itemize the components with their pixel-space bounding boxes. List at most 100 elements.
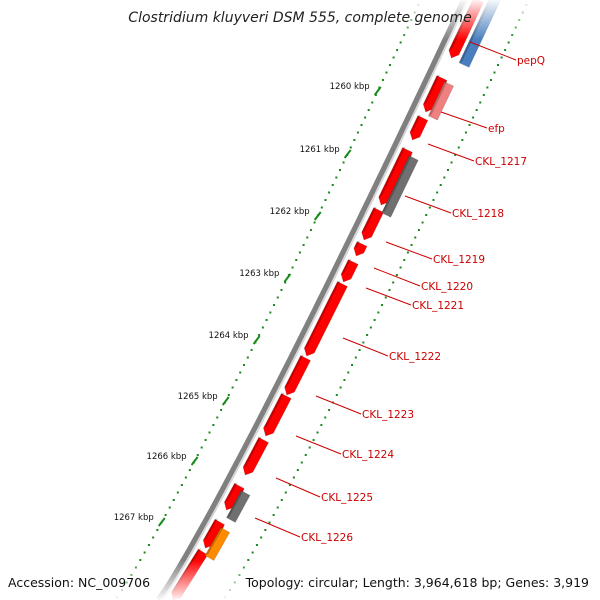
outer-tick-dot [338,169,341,171]
inner-tick-dot [268,521,271,524]
outer-tick-dot [364,116,367,119]
outer-tick-dot [200,446,203,449]
inner-tick-dot [425,214,428,216]
kbp-tick [252,335,261,345]
inner-tick-dot [304,454,307,456]
outer-tick-dot [324,199,327,201]
inner-tick-dot [276,506,279,509]
gene-ckl-1225-shade [243,436,262,468]
gene-label-leader [315,395,362,415]
outer-tick-dot [385,71,388,74]
kbp-tick [221,396,230,406]
gene-ckl-1225 [242,436,270,476]
outer-tick-dot [342,161,345,164]
outer-tick-dot [227,394,230,396]
outer-tick-dot [269,311,272,314]
outer-tick-dot [371,101,374,104]
gene-ckl-1220-shade [341,258,352,275]
outer-tick-dot [331,184,334,186]
inner-tick-dot [388,289,391,291]
inner-tick-dot [482,94,485,96]
outer-tick-dot [328,191,331,194]
kbp-tick [190,456,199,466]
gene-label-leader [373,267,421,287]
inner-tick-dot [479,101,482,104]
outer-tick-dot [356,131,359,134]
inner-tick-dot [280,499,283,501]
backbone-outer [156,0,469,600]
outer-tick-dot [302,244,305,246]
kbp-tick [157,517,166,527]
backbone-layer [156,0,469,600]
inner-tick-dot [354,356,357,359]
inner-tick-dot [500,56,503,59]
gene-label-leader [385,241,433,260]
outer-tick-dot [156,529,159,531]
bottom-fade [0,560,600,600]
kbp-label: 1267 kbp [114,513,154,523]
inner-tick-dot [489,79,492,81]
gene-ckl-1217 [378,147,414,206]
gene-ckl-1217-a [409,115,429,141]
inner-tick-dot [414,236,417,239]
gene-label-leader [275,477,321,498]
inner-tick-dot [366,334,369,336]
outer-tick-dot [399,41,402,44]
outer-tick-dot [306,236,309,239]
inner-tick-dot [384,296,387,299]
outer-tick-dot [176,491,179,494]
outer-tick-dot [381,79,384,81]
inner-tick-dot [403,259,406,261]
outer-tick-dot [367,109,370,111]
inner-tick-dot [308,446,311,449]
outer-tick-dot [291,266,294,269]
inner-tick-dot [347,371,350,374]
outer-tick-dot [231,386,234,389]
outer-tick-dot [280,289,283,291]
outer-tick-dot [335,176,338,179]
inner-tick-dot [439,184,442,186]
outer-tick-dot [313,221,316,224]
outer-tick-dot [180,484,183,486]
kbp-label: 1262 kbp [270,207,310,217]
gene-ckl-1218-shade [361,206,377,233]
outer-tick-dot [235,379,238,381]
gene-pseudo-feature-shade [428,80,448,116]
gene-ckl-1222-shade [304,280,341,349]
gene-label: CKL_1224 [342,449,394,461]
outer-tick-dot [276,296,279,299]
inner-tick-dot [316,431,319,434]
outer-tick-dot [216,416,219,419]
gene-ckl-1227 [202,518,226,549]
gene-label: efp [488,123,505,135]
outer-tick-dot [349,146,352,149]
gene-orange-feature [204,526,231,562]
outer-tick-dot [188,469,191,471]
gene-labels-layer: pepQ efp CKL_1217 CKL_1218 CKL_1219 CKL_1220 C… [254,41,545,544]
inner-tick-dot [468,124,471,126]
inner-tick-dot [421,221,424,224]
inner-tick-dot [358,349,361,351]
kbp-label: 1265 kbp [178,392,218,402]
kbp-tick [283,273,292,283]
outer-tick-dot [220,409,223,411]
gene-ckl-1218 [361,207,385,241]
gene-ckl-1217-shade [378,146,406,198]
gene-orange-feature-shade [205,526,224,556]
top-fade [0,0,600,40]
inner-tick-dot [328,409,331,411]
inner-tick-dot [443,176,446,179]
outer-tick-dot [353,139,356,141]
inner-tick-dot [300,461,303,464]
gene-label-leader [342,337,389,357]
gene-ckl-1217-a-shade [410,114,421,133]
scale-ticks-layer: 1260 kbp 1261 kbp 1262 kbp 1263 kbp 1264 kbp… [114,4,528,599]
inner-tick-dot [373,319,376,321]
inner-tick-dot [392,281,395,284]
gene-label: CKL_1226 [301,532,353,544]
gene-label-leader [254,517,301,538]
outer-tick-dot [246,356,249,359]
map-title: Clostridium kluyveri DSM 555, complete g… [128,10,471,26]
gene-efp [422,75,448,113]
inner-tick-dot [260,536,263,539]
